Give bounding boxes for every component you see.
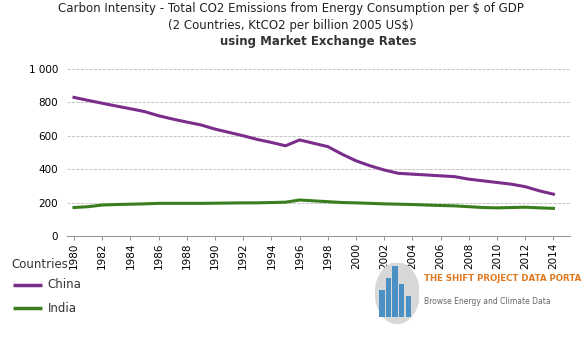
Bar [386,278,391,317]
Bar [379,290,385,317]
Text: Countries: Countries [12,258,69,271]
Text: Carbon Intensity - Total CO2 Emissions from Energy Consumption per $ of GDP
(2 C: Carbon Intensity - Total CO2 Emissions f… [58,2,524,32]
Text: THE SHIFT PROJECT DATA PORTAL: THE SHIFT PROJECT DATA PORTAL [424,274,582,282]
Text: China: China [48,278,81,291]
Text: using Market Exchange Rates: using Market Exchange Rates [221,35,417,49]
Ellipse shape [375,263,419,324]
Text: India: India [48,302,77,315]
Text: Browse Energy and Climate Data: Browse Energy and Climate Data [424,297,551,306]
Bar [392,266,398,317]
Bar [399,284,404,317]
Bar [406,296,411,317]
